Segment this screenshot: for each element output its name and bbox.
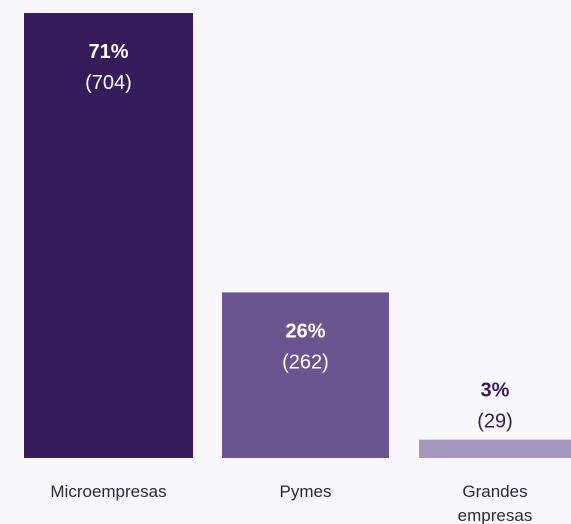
count-label-1: (262) (282, 351, 329, 373)
category-label-1: Pymes (280, 482, 332, 501)
bar-0 (24, 13, 193, 458)
percent-label-1: 26% (285, 320, 325, 342)
category-label-2-line-0: Grandes (462, 482, 527, 501)
bar-2 (419, 439, 571, 458)
count-label-2: (29) (477, 411, 513, 433)
category-label-2-line-1: empresas (458, 506, 533, 524)
bar-1 (222, 292, 389, 458)
count-label-0: (704) (85, 72, 132, 94)
category-label-0: Microempresas (50, 482, 166, 501)
percent-label-2: 3% (481, 380, 510, 402)
percent-label-0: 71% (88, 41, 128, 63)
